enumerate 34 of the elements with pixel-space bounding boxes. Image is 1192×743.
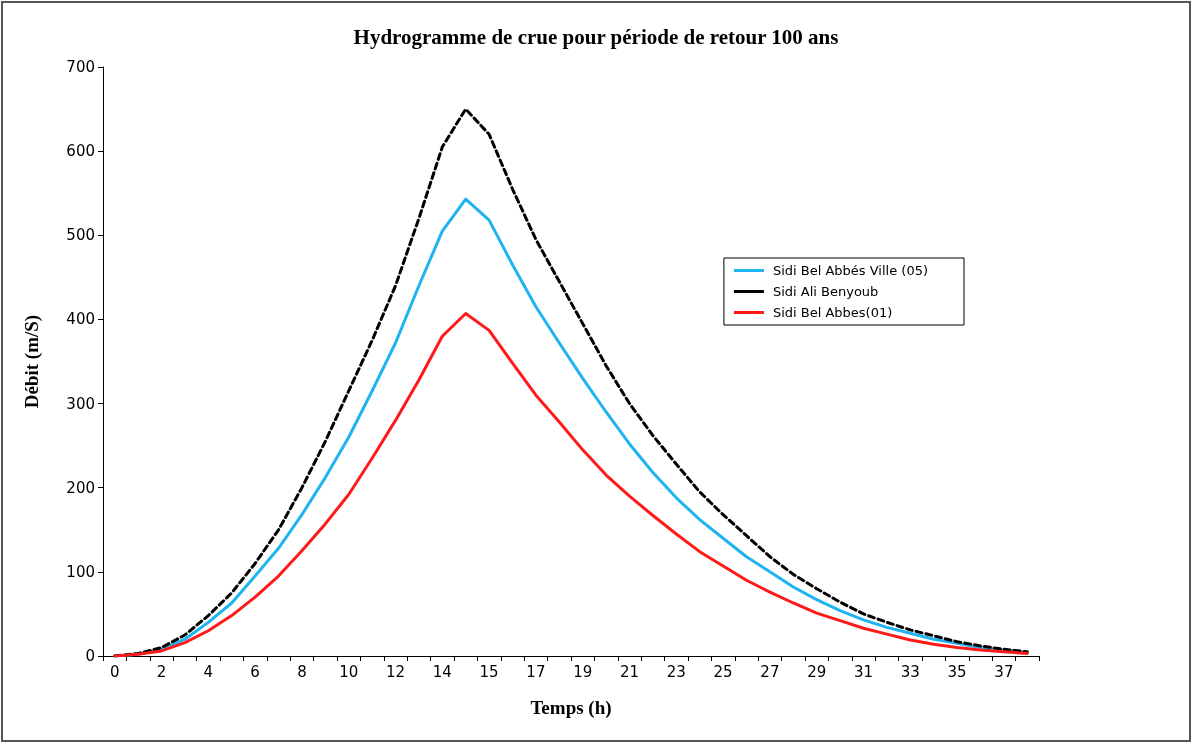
x-tick-label: 37 — [994, 662, 1014, 681]
y-tick-label: 0 — [85, 647, 95, 665]
x-tick-label: 19 — [573, 662, 593, 681]
x-tick-label: 25 — [713, 662, 733, 681]
legend-label: Sidi Bel Abbés Ville (05) — [772, 263, 929, 278]
x-tick-label: 15 — [479, 662, 499, 681]
x-tick-label: 6 — [250, 662, 260, 681]
x-tick-label: 31 — [853, 662, 874, 681]
legend-label: Sidi Bel Abbes(01) — [772, 305, 893, 320]
x-tick-label: 29 — [807, 662, 827, 681]
x-tick-label: 21 — [619, 662, 640, 681]
x-tick-label: 10 — [339, 662, 359, 681]
y-tick-label: 100 — [66, 562, 95, 581]
y-tick-label: 500 — [66, 226, 95, 245]
x-tick-label: 35 — [947, 662, 967, 681]
y-tick-label: 600 — [66, 142, 95, 161]
x-tick-label: 4 — [203, 662, 214, 681]
x-tick-label: 12 — [385, 662, 406, 681]
legend-label: Sidi Ali Benyoub — [772, 284, 879, 299]
x-axis-title: Temps (h) — [530, 697, 612, 719]
y-tick-label: 700 — [66, 58, 95, 76]
y-tick-label: 400 — [66, 310, 95, 329]
y-tick-label: 200 — [66, 478, 95, 497]
x-tick-label: 17 — [526, 662, 546, 681]
x-tick-label: 0 — [109, 662, 120, 681]
x-tick-label: 2 — [156, 662, 167, 681]
x-tick-label: 8 — [297, 662, 307, 681]
x-tick-label: 27 — [760, 662, 780, 681]
y-tick-label: 300 — [66, 394, 95, 413]
y-axis-title: Débit (m/S) — [21, 314, 43, 409]
x-tick-label: 33 — [900, 662, 920, 681]
chart-title: Hydrogramme de crue pour période de retour 100 ans — [353, 24, 839, 49]
x-tick-label: 23 — [666, 662, 686, 681]
x-tick-label: 14 — [432, 662, 452, 681]
